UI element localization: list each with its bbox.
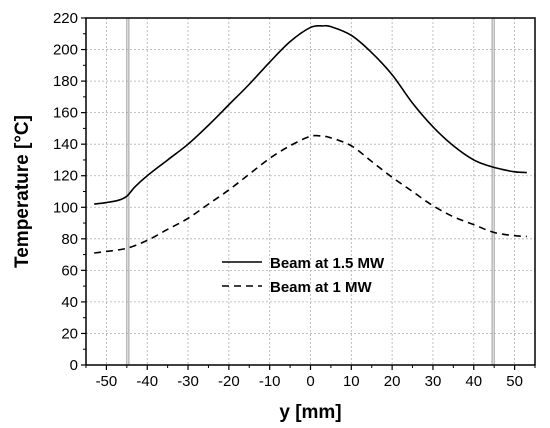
series-line-1 <box>94 134 527 254</box>
x-tick-label: -30 <box>177 373 199 390</box>
y-tick-label: 160 <box>53 105 78 122</box>
y-tick-label: 0 <box>70 357 78 374</box>
y-axis-title: Temperature [°C] <box>12 115 33 268</box>
legend: Beam at 1.5 MW Beam at 1 MW <box>222 255 385 296</box>
x-tick-label: 10 <box>343 373 360 390</box>
x-tick-label: -50 <box>96 373 118 390</box>
x-tick-label: 40 <box>465 373 482 390</box>
y-tick-label: 140 <box>53 136 78 153</box>
x-tick-label: -10 <box>259 373 281 390</box>
y-tick-label: 200 <box>53 42 78 59</box>
vertical-markers <box>126 18 495 365</box>
x-tick-label: 20 <box>384 373 401 390</box>
y-tick-label: 220 <box>53 10 78 27</box>
series-group <box>94 24 527 254</box>
y-tick-label: 100 <box>53 199 78 216</box>
axis-ticks: -50 -40 -30 -20 -10 0 10 20 30 40 50 0 20 40 60 80 100 12… <box>53 10 536 390</box>
x-tick-label: -20 <box>218 373 240 390</box>
x-tick-label: 30 <box>425 373 442 390</box>
y-tick-label: 60 <box>61 262 78 279</box>
y-tick-label: 180 <box>53 73 78 90</box>
y-tick-label: 120 <box>53 168 78 185</box>
y-tick-label: 20 <box>61 325 78 342</box>
legend-label-1mw: Beam at 1 MW <box>270 279 373 296</box>
x-axis-title: y [mm] <box>279 402 341 423</box>
grid <box>86 17 535 366</box>
legend-label-1-5mw: Beam at 1.5 MW <box>270 255 385 272</box>
x-tick-label: 50 <box>506 373 523 390</box>
y-tick-label: 80 <box>61 231 78 248</box>
y-tick-label: 40 <box>61 294 78 311</box>
series-line-0 <box>94 24 527 205</box>
x-tick-label: 0 <box>306 373 314 390</box>
x-tick-label: -40 <box>136 373 158 390</box>
